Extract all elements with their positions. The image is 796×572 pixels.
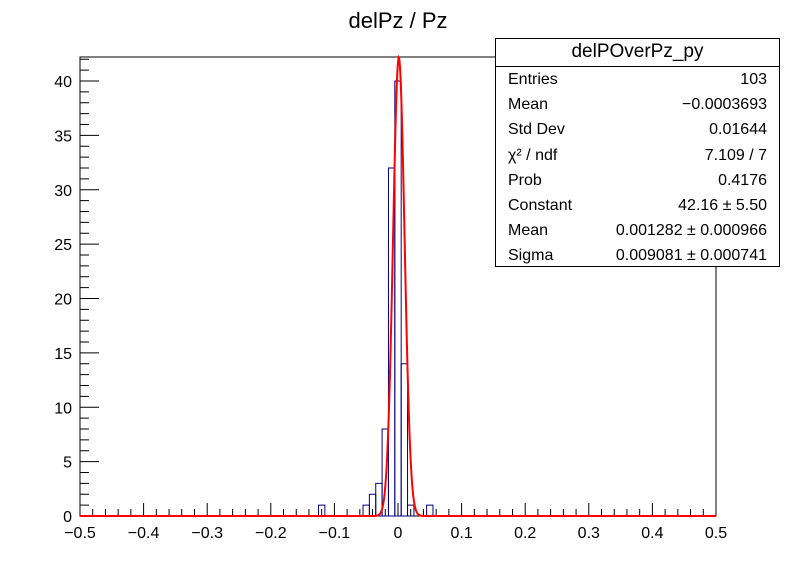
x-tick-label: 0.3 (578, 525, 600, 542)
histogram-bar (400, 363, 409, 517)
stats-row: Prob 0.4176 (496, 168, 779, 193)
gaussian-fit-curve (80, 54, 716, 517)
stats-box: delPOverPz_py Entries 103 Mean −0.0003693 St… (495, 38, 780, 267)
fit-layer (80, 54, 716, 517)
x-tick-label: −0.2 (255, 525, 287, 542)
stats-row: Constant 42.16 ± 5.50 (496, 193, 779, 218)
x-tick-label: −0.3 (191, 525, 223, 542)
stats-value: 0.009081 ± 0.000741 (615, 247, 767, 265)
stats-value: 103 (740, 71, 767, 88)
x-tick-label: 0.1 (450, 525, 472, 542)
stats-label: χ² / ndf (508, 146, 558, 164)
stats-value: −0.0003693 (682, 96, 767, 114)
y-tick-label: 0 (63, 509, 72, 526)
y-tick-label: 40 (54, 74, 72, 91)
x-tick-label: 0.5 (705, 525, 727, 542)
x-tick-label: −0.1 (319, 525, 351, 542)
stats-label: Prob (508, 171, 542, 189)
stats-value: 0.01644 (709, 121, 767, 139)
x-tick-label: 0.4 (641, 525, 663, 542)
histogram-bar (362, 504, 370, 517)
stats-row: Mean 0.001282 ± 0.000966 (496, 218, 779, 243)
stats-value: 7.109 / 7 (704, 146, 767, 164)
histogram-bar (394, 80, 402, 517)
stats-row: Sigma 0.009081 ± 0.000741 (496, 243, 779, 268)
stats-row: Entries 103 (496, 67, 779, 92)
y-tick-label: 5 (63, 455, 72, 472)
stats-label: Mean (508, 222, 549, 240)
axis-ticks: −0.5 −0.4 −0.3 −0.2 −0.1 0 0.1 0.2 0.3 0.4 0.5 0 5 10… (54, 58, 727, 542)
stats-label: Entries (508, 71, 558, 88)
stats-label: Sigma (508, 247, 554, 265)
y-tick-label: 30 (54, 183, 72, 200)
stats-label: Mean (508, 96, 549, 114)
y-tick-label: 25 (54, 237, 72, 254)
x-tick-label: −0.4 (128, 525, 160, 542)
x-tick-label: −0.5 (64, 525, 96, 542)
stats-title: delPOverPz_py (496, 39, 779, 67)
histogram-layer (318, 80, 434, 517)
y-tick-label: 10 (54, 400, 72, 417)
x-tick-label: 0.2 (514, 525, 536, 542)
stats-rows: Entries 103 Mean −0.0003693 Std Dev 0.01644 χ²… (496, 67, 779, 269)
chart-title: delPz / Pz (348, 8, 448, 33)
x-tick-label: 0 (394, 525, 403, 542)
histogram-bar (407, 504, 415, 517)
stats-row: Mean −0.0003693 (496, 92, 779, 117)
stats-value: 0.4176 (718, 171, 767, 189)
y-tick-label: 35 (54, 128, 72, 145)
stats-row: χ² / ndf 7.109 / 7 (496, 143, 779, 168)
y-tick-label: 15 (54, 346, 72, 363)
stats-label: Std Dev (508, 121, 565, 139)
y-tick-label: 20 (54, 292, 72, 309)
stats-value: 0.001282 ± 0.000966 (615, 222, 767, 240)
stats-label: Constant (508, 196, 573, 214)
histogram-bar (426, 504, 434, 517)
stats-value: 42.16 ± 5.50 (678, 196, 767, 214)
stats-row: Std Dev 0.01644 (496, 117, 779, 142)
